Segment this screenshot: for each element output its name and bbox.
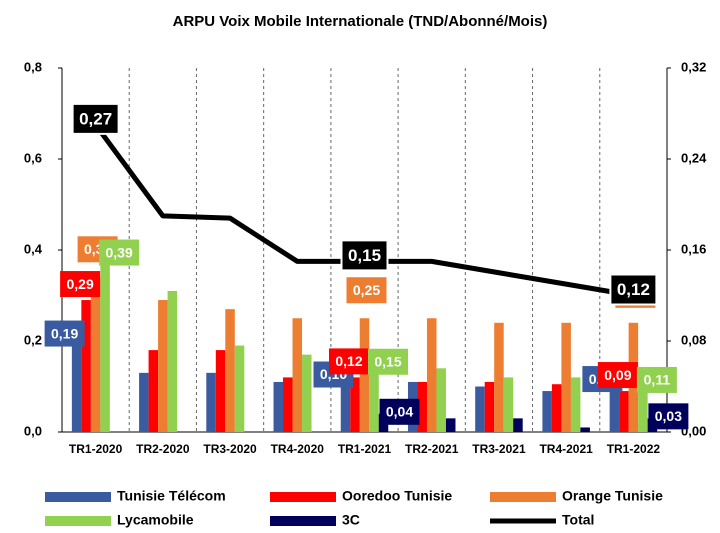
bar bbox=[167, 290, 178, 432]
y-tick-label: 0,8 bbox=[24, 59, 42, 74]
bar bbox=[551, 384, 562, 432]
data-label: 0,12 bbox=[617, 280, 650, 299]
data-label: 0,12 bbox=[335, 353, 362, 369]
bar bbox=[503, 377, 514, 432]
x-tick-label: TR2-2021 bbox=[405, 442, 459, 456]
bar bbox=[445, 418, 456, 432]
bar bbox=[139, 372, 149, 432]
data-label-box bbox=[648, 403, 689, 430]
x-tick-label: TR1-2020 bbox=[69, 442, 123, 456]
bar bbox=[369, 363, 379, 432]
legend-label: Total bbox=[562, 512, 594, 528]
data-label: 0,27 bbox=[79, 109, 112, 128]
y2-tick-label: 0,32 bbox=[681, 59, 706, 74]
data-label-box bbox=[379, 398, 420, 425]
bar bbox=[273, 381, 284, 432]
data-label: 0,04 bbox=[386, 404, 413, 420]
legend-swatch bbox=[490, 492, 556, 502]
data-label-box bbox=[44, 320, 85, 347]
chart-title: ARPU Voix Mobile Internationale (TND/Abo… bbox=[173, 13, 548, 30]
data-label: 0,03 bbox=[655, 408, 682, 424]
bar bbox=[494, 322, 504, 432]
bar bbox=[215, 350, 226, 432]
y2-tick-label: 0,16 bbox=[681, 241, 706, 256]
bar bbox=[436, 368, 446, 432]
bar bbox=[359, 318, 370, 432]
data-label-box bbox=[346, 277, 387, 304]
bar bbox=[542, 391, 552, 432]
bar bbox=[417, 381, 427, 432]
legend-label: Ooredoo Tunisie bbox=[342, 488, 452, 504]
legend-swatch bbox=[270, 516, 336, 526]
bar bbox=[513, 418, 523, 432]
data-label: 0,39 bbox=[105, 244, 132, 260]
bar bbox=[71, 345, 82, 432]
data-label: 0,15 bbox=[348, 246, 381, 265]
data-label-box bbox=[329, 348, 369, 375]
x-tick-label: TR4-2020 bbox=[271, 442, 325, 456]
data-label: 0,11 bbox=[644, 372, 671, 388]
data-label-box bbox=[368, 348, 408, 375]
bar bbox=[234, 345, 245, 432]
y2-tick-label: 0,08 bbox=[681, 332, 706, 347]
y-tick-label: 0,4 bbox=[24, 241, 43, 256]
bar bbox=[570, 377, 581, 432]
data-label-box bbox=[636, 366, 677, 393]
x-tick-label: TR4-2021 bbox=[539, 442, 593, 456]
bar bbox=[426, 318, 437, 432]
data-label: 0,19 bbox=[51, 325, 78, 341]
legend-label: Orange Tunisie bbox=[562, 488, 663, 504]
data-label: 0,09 bbox=[604, 367, 631, 383]
x-tick-label: TR3-2020 bbox=[203, 442, 257, 456]
bar bbox=[350, 377, 360, 432]
data-label: 0,29 bbox=[66, 276, 93, 292]
data-label: 0,25 bbox=[353, 282, 380, 298]
bar bbox=[609, 391, 620, 432]
y-tick-label: 0,6 bbox=[24, 150, 42, 165]
bar bbox=[283, 377, 293, 432]
legend-swatch bbox=[270, 492, 336, 502]
legend-swatch bbox=[45, 492, 111, 502]
x-tick-label: TR2-2020 bbox=[136, 442, 190, 456]
bar bbox=[484, 381, 495, 432]
bar bbox=[340, 386, 351, 432]
y-tick-label: 0,2 bbox=[24, 332, 42, 347]
data-label-box bbox=[99, 239, 140, 266]
y2-tick-label: 0,24 bbox=[681, 150, 707, 165]
x-tick-label: TR1-2021 bbox=[338, 442, 392, 456]
bar bbox=[148, 350, 159, 432]
bar bbox=[90, 277, 101, 432]
bar bbox=[100, 254, 110, 432]
bar bbox=[619, 391, 629, 432]
data-label-box bbox=[609, 273, 658, 306]
data-label-box bbox=[597, 362, 638, 389]
x-tick-label: TR1-2022 bbox=[607, 442, 661, 456]
legend-label: Lycamobile bbox=[117, 512, 194, 528]
legend-label: Tunisie Télécom bbox=[117, 488, 226, 504]
bar bbox=[206, 372, 216, 432]
bar bbox=[158, 300, 168, 432]
legend-swatch bbox=[45, 516, 111, 526]
bar bbox=[292, 318, 303, 432]
bar bbox=[561, 322, 571, 432]
bar bbox=[638, 381, 648, 432]
bar bbox=[580, 427, 590, 432]
data-label-box bbox=[60, 271, 101, 298]
data-label: 0,15 bbox=[374, 353, 401, 369]
bar bbox=[475, 386, 485, 432]
bar bbox=[225, 309, 235, 432]
data-label-box bbox=[71, 102, 120, 135]
y-tick-label: 0,0 bbox=[24, 423, 42, 438]
bar bbox=[302, 354, 312, 432]
x-tick-label: TR3-2021 bbox=[472, 442, 526, 456]
legend-label: 3C bbox=[342, 512, 360, 528]
data-label-box bbox=[340, 239, 389, 272]
bar bbox=[81, 300, 91, 432]
